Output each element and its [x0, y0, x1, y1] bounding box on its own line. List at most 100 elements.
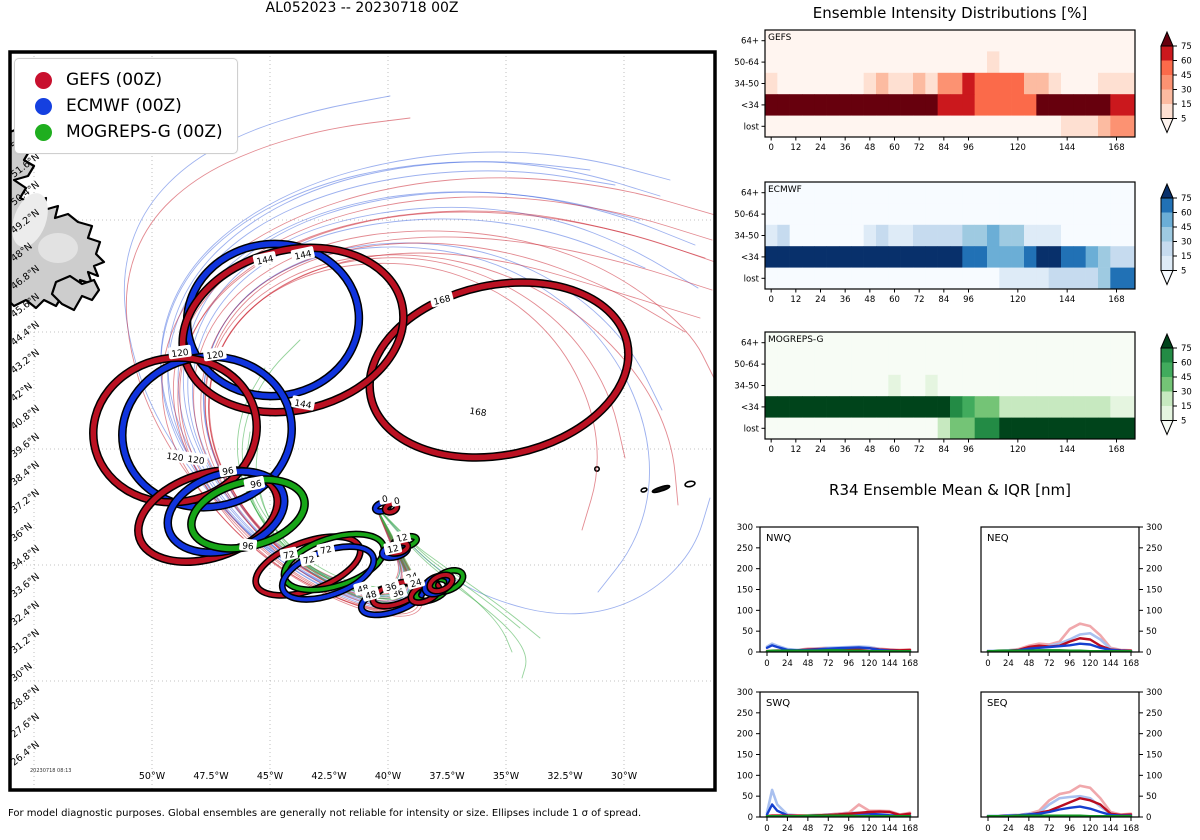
x-tick-label: 0 [768, 143, 773, 153]
heat-cell [937, 353, 951, 376]
y-tick-label: 200 [737, 565, 753, 575]
panel-name-label: GEFS [768, 33, 792, 43]
hour-label: 72 [283, 550, 296, 562]
heat-cell [1098, 72, 1111, 95]
x-tick-label: 144 [881, 659, 897, 669]
heat-cell [863, 267, 877, 290]
r34-panel-nwq: 0 24 48 72 96 120 144 168 0 50 100 150 200 250 300 NWQ [737, 523, 919, 669]
heat-cell [1098, 267, 1111, 290]
hour-label-box [381, 578, 401, 594]
heat-cell [851, 246, 864, 268]
heat-cell [814, 182, 827, 204]
heat-cell [974, 396, 988, 418]
lon-label: 45°W [257, 771, 284, 782]
hour-label-box [246, 475, 266, 491]
heat-cell [1024, 332, 1037, 354]
heat-cell [876, 246, 889, 268]
y-tick-label: 50 [1146, 792, 1157, 802]
x-tick-label: 12 [790, 295, 801, 305]
colorbar-tick-label: 75 [1181, 194, 1192, 204]
heat-cell [863, 224, 877, 247]
y-row-label: 64+ [741, 339, 759, 349]
y-row-label: lost [744, 274, 760, 284]
y-tick-label: 250 [1146, 709, 1162, 719]
heat-cell [974, 332, 988, 354]
heat-cell [925, 267, 938, 290]
hour-label-box [239, 538, 258, 552]
heat-cell [851, 396, 864, 418]
heat-cell [925, 115, 938, 138]
heat-cell [876, 203, 889, 226]
heat-cell [839, 396, 852, 418]
heat-cell [1073, 267, 1086, 290]
heat-cell [851, 353, 864, 376]
map-frame [8, 50, 717, 792]
y-row-label: 34-50 [734, 232, 759, 242]
heat-cell [974, 203, 988, 226]
heat-cell [1024, 30, 1037, 52]
heat-cell [1110, 224, 1136, 247]
gefs-ellipse-168h [366, 279, 632, 461]
heat-cell [888, 72, 901, 95]
r34-panel-seq: 0 24 48 72 96 120 144 168 0 50 100 150 200 250 300 SEQ [980, 688, 1162, 834]
heat-cell [802, 353, 815, 376]
heat-cell [1085, 374, 1099, 397]
x-tick-label: 96 [1064, 659, 1075, 669]
heat-cell [925, 94, 938, 116]
y-row-label: <34 [741, 403, 759, 413]
heat-cell [962, 72, 975, 95]
heat-cell [900, 72, 914, 95]
heat-cell [937, 182, 951, 204]
y-tick-label: 200 [1146, 730, 1162, 740]
heat-cell [999, 267, 1012, 290]
hour-label-box [316, 541, 336, 557]
heat-cell [925, 203, 938, 226]
legend-label-mogreps: MOGREPS-G (00Z) [66, 122, 223, 142]
hour-label-box [167, 344, 192, 360]
heat-cell [876, 224, 889, 247]
hour-label-box [466, 403, 491, 419]
x-tick-label: 144 [1102, 659, 1118, 669]
hour-label: 144 [256, 254, 275, 267]
heat-cell [900, 332, 914, 354]
heat-cell [1110, 94, 1136, 116]
legend-label-gefs: GEFS (00Z) [66, 70, 163, 90]
hour-label-box [290, 246, 315, 262]
heat-cell [950, 115, 963, 138]
azores-islands [593, 465, 696, 494]
heat-cell [789, 182, 803, 204]
heat-cell [987, 396, 1000, 418]
colorbar-tick-label: 15 [1181, 252, 1192, 262]
colorbar-tick-label: 45 [1181, 71, 1192, 81]
hour-label: 96 [250, 479, 263, 491]
heat-cell [962, 203, 975, 226]
heat-cell [999, 396, 1012, 418]
heat-cell [1098, 246, 1111, 268]
heat-cell [937, 267, 951, 290]
heat-cell [1098, 374, 1111, 397]
heat-cell [987, 224, 1000, 247]
heat-cell [863, 332, 877, 354]
heat-cell [777, 115, 790, 138]
heat-cell [1048, 374, 1062, 397]
y-row-label: lost [744, 122, 760, 132]
heat-cell [962, 224, 975, 247]
heat-cell [1048, 94, 1062, 116]
creation-stamp: 20230718 08:13 [30, 768, 71, 774]
x-tick-label: 36 [840, 295, 851, 305]
heat-cell [839, 267, 852, 290]
y-row-label: lost [744, 424, 760, 434]
hour-label: 96 [242, 541, 255, 552]
heat-cell [851, 203, 864, 226]
legend-item-gefs: GEFS (00Z) [27, 67, 223, 93]
heat-cell [888, 51, 901, 74]
heat-cell [950, 182, 963, 204]
x-tick-label: 72 [914, 295, 925, 305]
x-tick-label: 168 [902, 824, 918, 834]
heat-cell [863, 353, 877, 376]
heat-cell [851, 115, 864, 138]
heat-cell [999, 72, 1012, 95]
heat-cell [814, 417, 827, 440]
heat-cell [913, 396, 926, 418]
heat-cell [1073, 72, 1086, 95]
